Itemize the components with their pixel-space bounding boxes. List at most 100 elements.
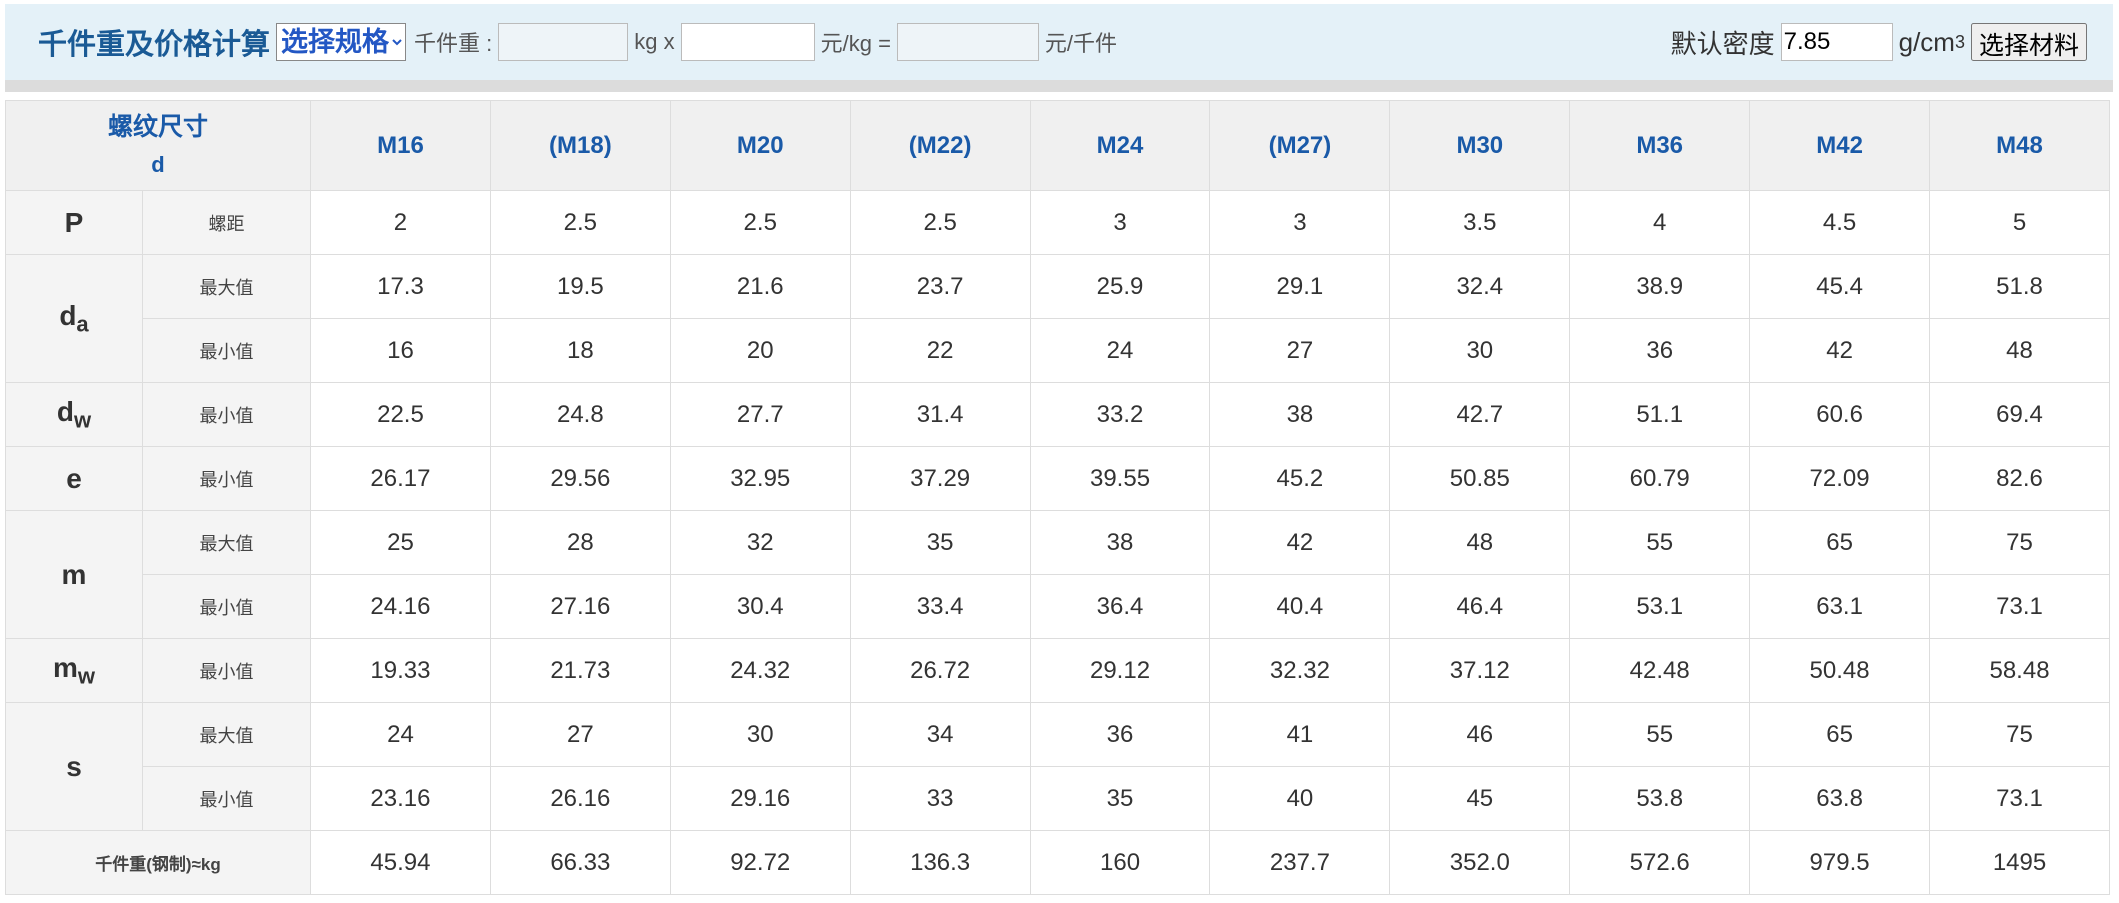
label: 默认密度 <box>1670 28 1775 59</box>
value-cell: 46.4 <box>1389 574 1571 639</box>
material-button[interactable]: 选择材料 <box>1970 23 2087 61</box>
value-cell: 45.2 <box>1209 446 1391 511</box>
value-cell: 29.12 <box>1029 638 1211 703</box>
value-cell: 50.48 <box>1749 638 1931 703</box>
value-cell: 27 <box>489 702 671 767</box>
symbol-cell: dw <box>5 382 143 447</box>
symbol-cell: mw <box>5 638 143 703</box>
value-cell: 26.72 <box>849 638 1031 703</box>
value-cell: 31.4 <box>849 382 1031 447</box>
data-row: e 最小值 26.17 29.56 32.95 37.29 39.55 45.2 50.85 60… <box>5 446 2110 511</box>
value-cell: 38.9 <box>1569 254 1751 319</box>
value-cell: 38 <box>1209 382 1391 447</box>
result-input[interactable] <box>896 23 1039 61</box>
header-label: 螺纹尺寸 <box>108 112 209 141</box>
column-header: M36 <box>1569 100 1751 191</box>
value-cell: 63.8 <box>1749 766 1931 831</box>
column-header: M48 <box>1929 100 2110 191</box>
title: 千件重及价格计算 <box>38 29 271 61</box>
column-header: (M22) <box>849 100 1031 191</box>
value-cell: 5 <box>1929 190 2110 255</box>
value-cell: 16 <box>310 318 491 383</box>
spec-table: 螺纹尺寸 d M16 (M18) M20 (M22) M24 (M27) M30 M36 M42 M4… <box>4 100 2110 895</box>
value-cell: 66.33 <box>489 830 671 895</box>
value-cell: 19.5 <box>489 254 671 319</box>
row-label: 最小值 <box>141 382 312 447</box>
label: g/cm <box>1898 26 1955 57</box>
symbol: m <box>61 558 87 590</box>
value-cell: 21.6 <box>669 254 851 319</box>
value-cell: 3 <box>1029 190 1211 255</box>
data-row: s 最大值 24 27 30 34 36 41 46 55 65 75 <box>5 702 2110 831</box>
value-cell: 60.79 <box>1569 446 1751 511</box>
symbol-subscript: a <box>76 311 89 337</box>
value-cell: 136.3 <box>849 830 1031 895</box>
symbol-cell: m <box>5 510 143 639</box>
value-cell: 32.32 <box>1209 638 1391 703</box>
weight-input[interactable] <box>498 23 629 61</box>
value-cell: 27 <box>1209 318 1391 383</box>
value-cell: 2.5 <box>669 190 851 255</box>
value-cell: 32.4 <box>1389 254 1571 319</box>
value-cell: 30 <box>669 702 851 767</box>
symbol-cell: e <box>5 446 143 511</box>
value-cell: 42.48 <box>1569 638 1751 703</box>
data-row: P 螺距 2 2.5 2.5 2.5 3 3 3.5 4 4.5 5 <box>5 190 2110 255</box>
value-cell: 23.16 <box>310 766 491 831</box>
data-row: da 最大值 17.3 19.5 21.6 23.7 25.9 29.1 32.4 38.9 45.… <box>5 254 2110 383</box>
value-cell: 18 <box>489 318 671 383</box>
spec-select[interactable]: 选择规格 <box>276 23 407 61</box>
column-header: M30 <box>1389 100 1571 191</box>
value-cell: 20 <box>669 318 851 383</box>
value-cell: 2.5 <box>849 190 1031 255</box>
column-header: M20 <box>669 100 851 191</box>
symbol: m <box>52 651 78 683</box>
value-cell: 63.1 <box>1749 574 1931 639</box>
header-sub: d <box>151 151 165 177</box>
value-cell: 73.1 <box>1929 766 2110 831</box>
value-cell: 55 <box>1569 702 1751 767</box>
label: 元/千件 <box>1044 31 1118 56</box>
row-label: 最大值 <box>141 254 312 319</box>
value-cell: 22 <box>849 318 1031 383</box>
value-cell: 92.72 <box>669 830 851 895</box>
value-cell: 36 <box>1029 702 1211 767</box>
value-cell: 51.8 <box>1929 254 2110 319</box>
value-cell: 53.1 <box>1569 574 1751 639</box>
column-header: (M18) <box>489 100 671 191</box>
density-input[interactable] <box>1780 23 1893 61</box>
value-cell: 36.4 <box>1029 574 1211 639</box>
value-cell: 50.85 <box>1389 446 1571 511</box>
value-cell: 38 <box>1029 510 1211 575</box>
value-cell: 65 <box>1749 702 1931 767</box>
symbol: s <box>66 750 82 782</box>
value-cell: 42 <box>1749 318 1931 383</box>
value-cell: 46 <box>1389 702 1571 767</box>
price-input[interactable] <box>680 23 815 61</box>
value-cell: 60.6 <box>1749 382 1931 447</box>
label: 3 <box>1954 31 1965 52</box>
value-cell: 979.5 <box>1749 830 1931 895</box>
value-cell: 75 <box>1929 702 2110 767</box>
value-cell: 40.4 <box>1209 574 1391 639</box>
value-cell: 42 <box>1209 510 1391 575</box>
row-label: 螺距 <box>141 190 312 255</box>
value-cell: 53.8 <box>1569 766 1751 831</box>
value-cell: 24.32 <box>669 638 851 703</box>
value-cell: 35 <box>1029 766 1211 831</box>
value-cell: 27.7 <box>669 382 851 447</box>
label: 千件重 : <box>414 31 493 56</box>
column-header: M42 <box>1749 100 1931 191</box>
value-cell: 39.55 <box>1029 446 1211 511</box>
value-cell: 41 <box>1209 702 1391 767</box>
value-cell: 4 <box>1569 190 1751 255</box>
value-cell: 65 <box>1749 510 1931 575</box>
value-cell: 36 <box>1569 318 1751 383</box>
value-cell: 24 <box>310 702 491 767</box>
value-cell: 69.4 <box>1929 382 2110 447</box>
value-cell: 237.7 <box>1209 830 1391 895</box>
value-cell: 72.09 <box>1749 446 1931 511</box>
column-header: M24 <box>1029 100 1211 191</box>
value-cell: 3 <box>1209 190 1391 255</box>
